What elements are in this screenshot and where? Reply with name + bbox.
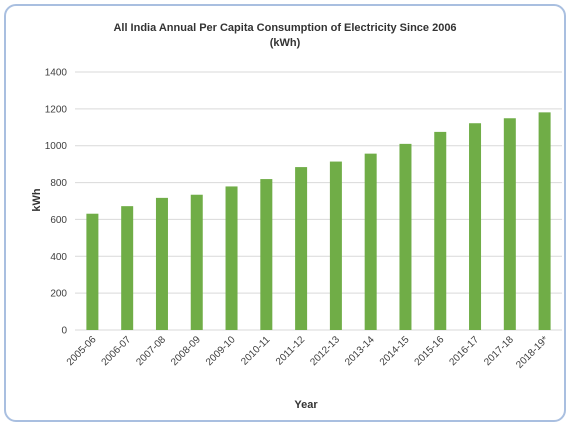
- x-tick-label: 2006-07: [100, 334, 134, 368]
- bar-2014-15: [399, 143, 412, 330]
- y-tick-label: 600: [50, 215, 67, 226]
- bar-2010-11: [260, 179, 273, 330]
- x-tick-label: 2007-08: [134, 334, 168, 368]
- x-tick-label: 2017-18: [482, 334, 516, 368]
- bar-2017-18: [503, 118, 516, 331]
- gridlines: [75, 71, 562, 331]
- bar-2006-07: [121, 206, 134, 330]
- x-tick-label: 2016-17: [447, 334, 481, 368]
- bar-2013-14: [364, 153, 377, 330]
- y-tick-label: 400: [50, 252, 67, 263]
- bar-2009-10: [225, 186, 238, 330]
- x-axis-title: Year: [294, 399, 318, 411]
- bar-2008-09: [190, 194, 203, 330]
- y-axis-title: kWh: [31, 188, 43, 212]
- y-tick-label: 800: [50, 178, 67, 189]
- x-tick-label: 2005-06: [65, 334, 99, 368]
- x-tick-label: 2013-14: [343, 334, 377, 368]
- x-tick-label: 2009-10: [204, 334, 238, 368]
- x-tick-label: 2018-19*: [514, 334, 551, 371]
- y-axis-ticks: 0 200 400 600 800 1000 1200 1400: [45, 68, 68, 337]
- bar-2018-19*: [538, 112, 551, 330]
- x-tick-label: 2014-15: [378, 334, 412, 368]
- bar-2011-12: [295, 167, 308, 330]
- x-tick-label: 2015-16: [413, 334, 447, 368]
- x-tick-label: 2010-11: [239, 334, 273, 368]
- bar-2016-17: [469, 123, 482, 330]
- x-tick-label: 2012-13: [308, 334, 342, 368]
- x-axis-ticks: 2005-06 2006-07 2007-08 2008-09 2009-10 2010-…: [65, 334, 551, 371]
- y-tick-label: 1200: [45, 104, 68, 115]
- bar-2007-08: [155, 197, 168, 330]
- x-tick-label: 2011-12: [274, 334, 308, 368]
- y-tick-label: 1000: [45, 141, 68, 152]
- x-tick-label: 2008-09: [169, 334, 203, 368]
- chart-title: All India Annual Per Capita Consumption …: [113, 22, 456, 34]
- bars: [86, 112, 551, 331]
- chart-subtitle: (kWh): [270, 37, 301, 49]
- y-tick-label: 1400: [45, 68, 68, 79]
- bar-2005-06: [86, 213, 99, 330]
- y-tick-label: 200: [50, 289, 67, 300]
- y-tick-label: 0: [61, 326, 67, 337]
- bar-2015-16: [434, 131, 447, 330]
- bar-2012-13: [329, 161, 342, 330]
